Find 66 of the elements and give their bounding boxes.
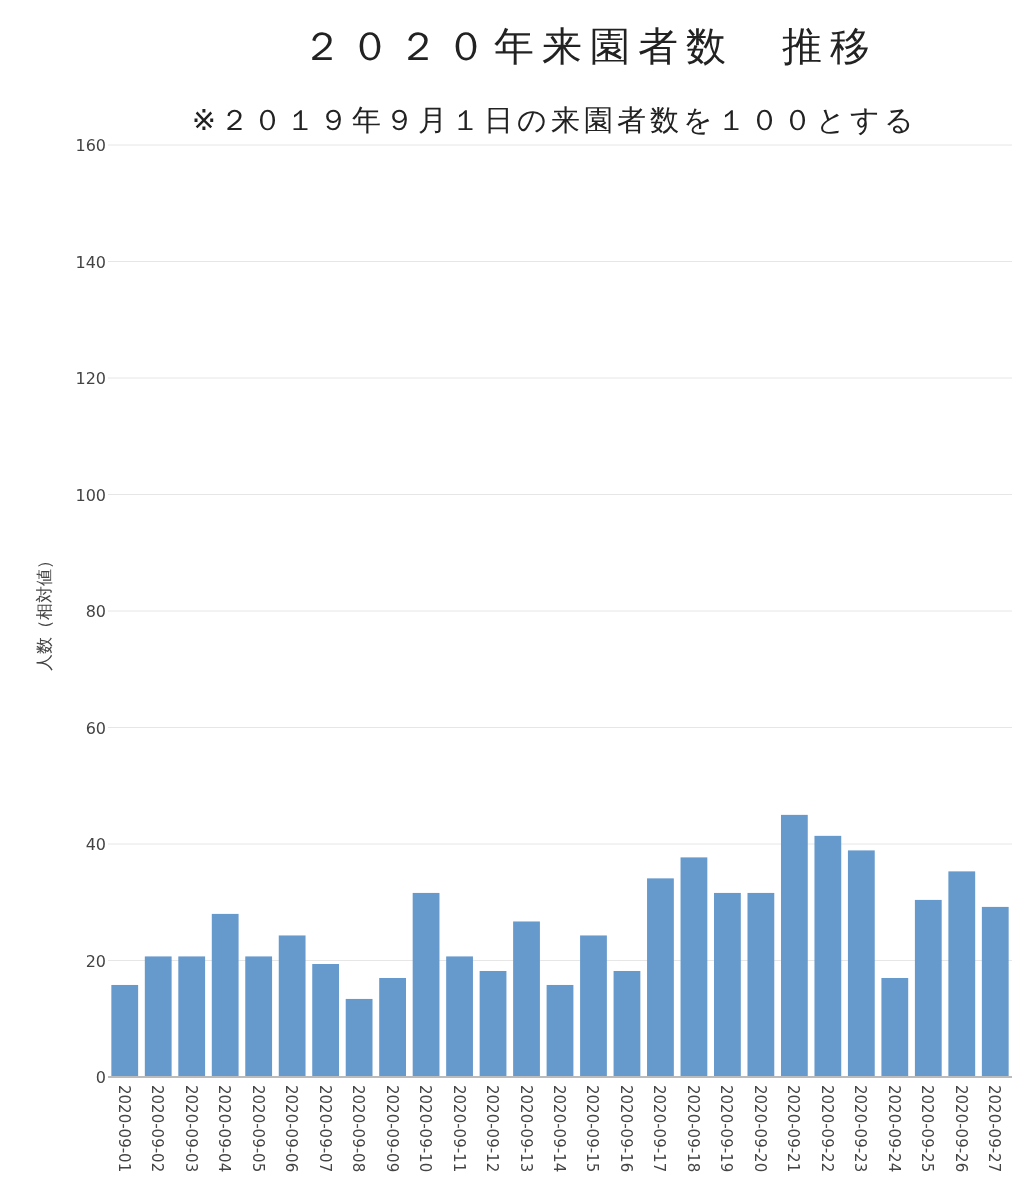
x-tick-label: 2020-09-07 [315, 1085, 334, 1173]
y-tick-label: 40 [85, 835, 106, 854]
y-tick-label: 0 [95, 1068, 106, 1087]
y-tick-label: 120 [75, 369, 106, 388]
y-tick-label: 160 [75, 136, 106, 155]
x-tick-label: 2020-09-26 [951, 1085, 970, 1173]
chart-subtitle: ※２０１９年９月１日の来園者数を１００とする [191, 103, 919, 137]
bar [714, 892, 741, 1077]
bar [178, 956, 206, 1077]
bar [312, 964, 340, 1077]
bar [948, 871, 976, 1077]
bar [780, 814, 808, 1077]
x-tick-label: 2020-09-24 [884, 1085, 903, 1173]
bar [881, 977, 909, 1077]
x-tick-label: 2020-09-27 [985, 1085, 1004, 1173]
x-tick-label: 2020-09-19 [717, 1085, 736, 1173]
x-tick-label: 2020-09-04 [215, 1085, 234, 1173]
y-tick-label: 60 [85, 718, 106, 738]
x-tick-label: 2020-09-23 [851, 1085, 870, 1173]
x-tick-label: 2020-09-17 [650, 1085, 669, 1173]
bar [245, 956, 273, 1077]
bar [580, 935, 607, 1077]
bar [847, 850, 875, 1077]
bar [379, 977, 406, 1077]
bar [814, 835, 842, 1077]
y-tick-label: 80 [85, 602, 106, 621]
bar [144, 956, 172, 1077]
x-tick-label: 2020-09-08 [349, 1085, 368, 1173]
x-tick-label: 2020-09-22 [817, 1085, 836, 1173]
x-tick-label: 2020-09-25 [918, 1085, 937, 1173]
y-axis-title: 人数（相対値） [34, 551, 54, 671]
x-tick-label: 2020-09-16 [616, 1085, 635, 1173]
x-tick-label: 2020-09-15 [583, 1085, 602, 1173]
x-tick-label: 2020-09-20 [750, 1085, 769, 1173]
x-tick-label: 2020-09-11 [449, 1085, 468, 1173]
bar [278, 935, 306, 1077]
bar [747, 892, 775, 1077]
x-tick-label: 2020-09-14 [550, 1085, 568, 1173]
x-tick-label: 2020-09-13 [516, 1085, 535, 1173]
x-tick-label: 2020-09-05 [248, 1085, 267, 1173]
bar [546, 984, 574, 1077]
y-tick-label: 100 [75, 485, 106, 505]
x-tick-label: 2020-09-01 [114, 1085, 133, 1173]
bar [613, 970, 641, 1077]
bar [446, 956, 473, 1077]
bar [647, 878, 674, 1077]
x-tick-label: 2020-09-03 [181, 1085, 200, 1173]
bar [513, 921, 540, 1077]
bar [111, 984, 139, 1077]
bar [981, 906, 1009, 1077]
bar [211, 913, 239, 1077]
x-tick-label: 2020-09-10 [416, 1085, 435, 1173]
bar [345, 998, 373, 1077]
y-tick-label: 20 [85, 951, 106, 971]
bar [680, 857, 708, 1077]
x-tick-label: 2020-09-21 [784, 1085, 803, 1173]
bar [479, 970, 507, 1077]
y-tick-label: 140 [75, 252, 106, 272]
bar [914, 899, 942, 1077]
chart-title: ２０２０年来園者数 推移 [302, 23, 878, 69]
x-tick-label: 2020-09-18 [683, 1085, 702, 1173]
x-tick-label: 2020-09-12 [483, 1085, 502, 1173]
x-tick-label: 2020-09-02 [148, 1085, 167, 1173]
x-tick-label: 2020-09-06 [282, 1085, 301, 1173]
bar [412, 892, 440, 1077]
x-tick-label: 2020-09-09 [382, 1085, 401, 1173]
